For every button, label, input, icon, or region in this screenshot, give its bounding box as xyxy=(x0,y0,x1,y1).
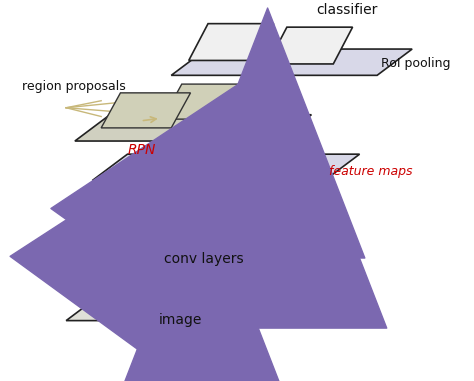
Polygon shape xyxy=(128,224,281,295)
Polygon shape xyxy=(163,84,252,119)
Text: region proposals: region proposals xyxy=(22,80,126,93)
Text: feature maps: feature maps xyxy=(329,165,412,178)
Polygon shape xyxy=(268,27,353,64)
Polygon shape xyxy=(92,154,360,181)
Polygon shape xyxy=(66,295,355,320)
Text: conv layers: conv layers xyxy=(164,252,244,266)
Polygon shape xyxy=(75,115,311,141)
Polygon shape xyxy=(101,93,191,128)
Polygon shape xyxy=(189,24,274,61)
Polygon shape xyxy=(281,215,300,295)
Polygon shape xyxy=(128,215,300,224)
Text: classifier: classifier xyxy=(316,3,377,17)
Polygon shape xyxy=(171,49,412,75)
Text: image: image xyxy=(158,313,202,327)
Text: RPN: RPN xyxy=(128,143,156,157)
Text: RoI pooling: RoI pooling xyxy=(382,58,451,70)
